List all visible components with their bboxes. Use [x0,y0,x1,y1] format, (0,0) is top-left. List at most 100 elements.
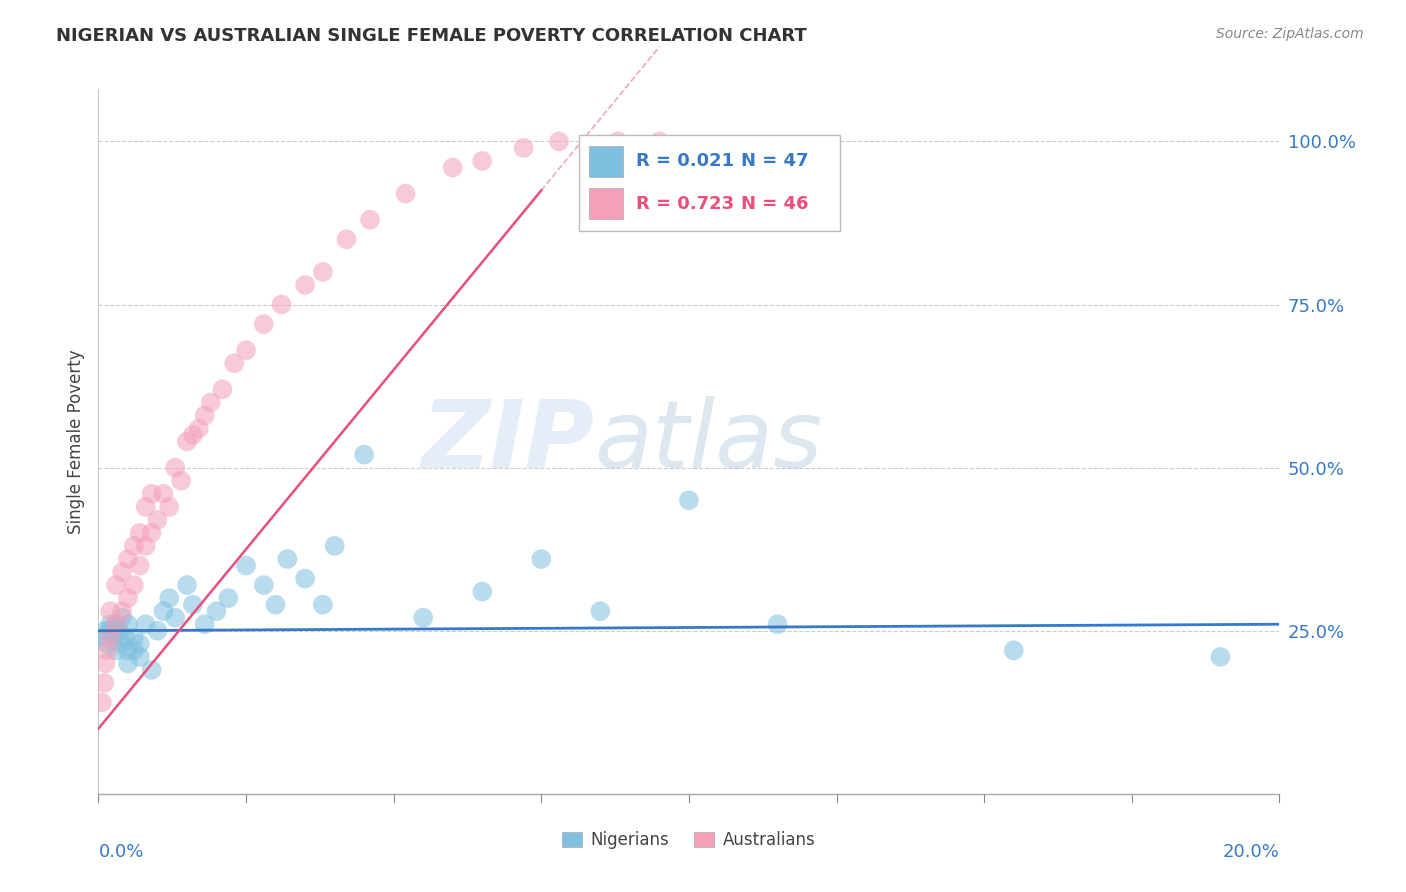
Point [335,232,357,246]
Point [157,591,180,606]
Text: N = 46: N = 46 [741,194,808,213]
Point [253,317,276,331]
Point [394,186,416,201]
Point [530,552,553,566]
Point [323,539,346,553]
Point [114,630,136,644]
Point [152,487,174,501]
Text: 0.0%: 0.0% [98,843,143,861]
Point [224,356,246,370]
Point [276,552,298,566]
Point [141,663,163,677]
Point [471,584,494,599]
Point [205,604,228,618]
Point [678,493,700,508]
Point [607,135,630,149]
Point [766,617,789,632]
Point [294,277,316,292]
Point [103,630,125,644]
Point [170,474,193,488]
Point [96,643,118,657]
Point [117,617,139,632]
Text: R = 0.021: R = 0.021 [637,153,734,170]
Point [165,611,187,625]
Point [181,598,204,612]
Text: R = 0.723: R = 0.723 [637,194,734,213]
Point [235,343,257,358]
Point [128,637,150,651]
Point [187,421,209,435]
Point [194,617,217,632]
Point [176,434,198,449]
Point [98,630,121,644]
Point [135,539,157,553]
Point [176,578,198,592]
Point [648,135,671,149]
Point [117,643,139,657]
Text: N = 47: N = 47 [741,153,808,170]
Point [91,630,114,644]
Point [98,624,121,638]
Text: ZIP: ZIP [422,395,595,488]
Point [1002,643,1025,657]
Point [157,500,180,514]
Point [270,297,292,311]
Point [471,153,494,168]
Point [512,141,534,155]
Point [312,598,335,612]
Point [146,624,169,638]
Point [211,382,233,396]
Point [312,265,335,279]
Point [194,409,217,423]
Point [108,624,131,638]
Point [235,558,257,573]
Bar [589,146,623,177]
Point [91,696,114,710]
Point [117,591,139,606]
Point [412,611,434,625]
Point [200,395,222,409]
Point [111,604,134,618]
Text: atlas: atlas [595,396,823,487]
Point [264,598,287,612]
Point [98,617,121,632]
Point [152,604,174,618]
Point [111,637,134,651]
Legend: Nigerians, Australians: Nigerians, Australians [555,825,823,856]
Point [105,643,128,657]
Point [122,643,145,657]
Point [141,487,163,501]
Point [548,135,571,149]
Text: NIGERIAN VS AUSTRALIAN SINGLE FEMALE POVERTY CORRELATION CHART: NIGERIAN VS AUSTRALIAN SINGLE FEMALE POV… [56,27,807,45]
Point [122,630,145,644]
Point [294,572,316,586]
Point [128,649,150,664]
Point [135,500,157,514]
Point [122,578,145,592]
Point [94,624,117,638]
Point [111,611,134,625]
Point [105,624,128,638]
Point [135,617,157,632]
Point [441,161,464,175]
Point [105,617,128,632]
Point [146,513,169,527]
Point [353,448,375,462]
Point [128,558,150,573]
Point [217,591,239,606]
Point [359,212,381,227]
Point [93,676,115,690]
Point [105,617,128,632]
Point [253,578,276,592]
Point [98,604,121,618]
Y-axis label: Single Female Poverty: Single Female Poverty [66,350,84,533]
Point [128,525,150,540]
Bar [589,188,623,219]
Point [96,637,118,651]
Point [117,552,139,566]
Text: 20.0%: 20.0% [1223,843,1279,861]
Point [105,578,128,592]
Point [181,428,204,442]
Point [117,657,139,671]
Text: Source: ZipAtlas.com: Source: ZipAtlas.com [1216,27,1364,41]
